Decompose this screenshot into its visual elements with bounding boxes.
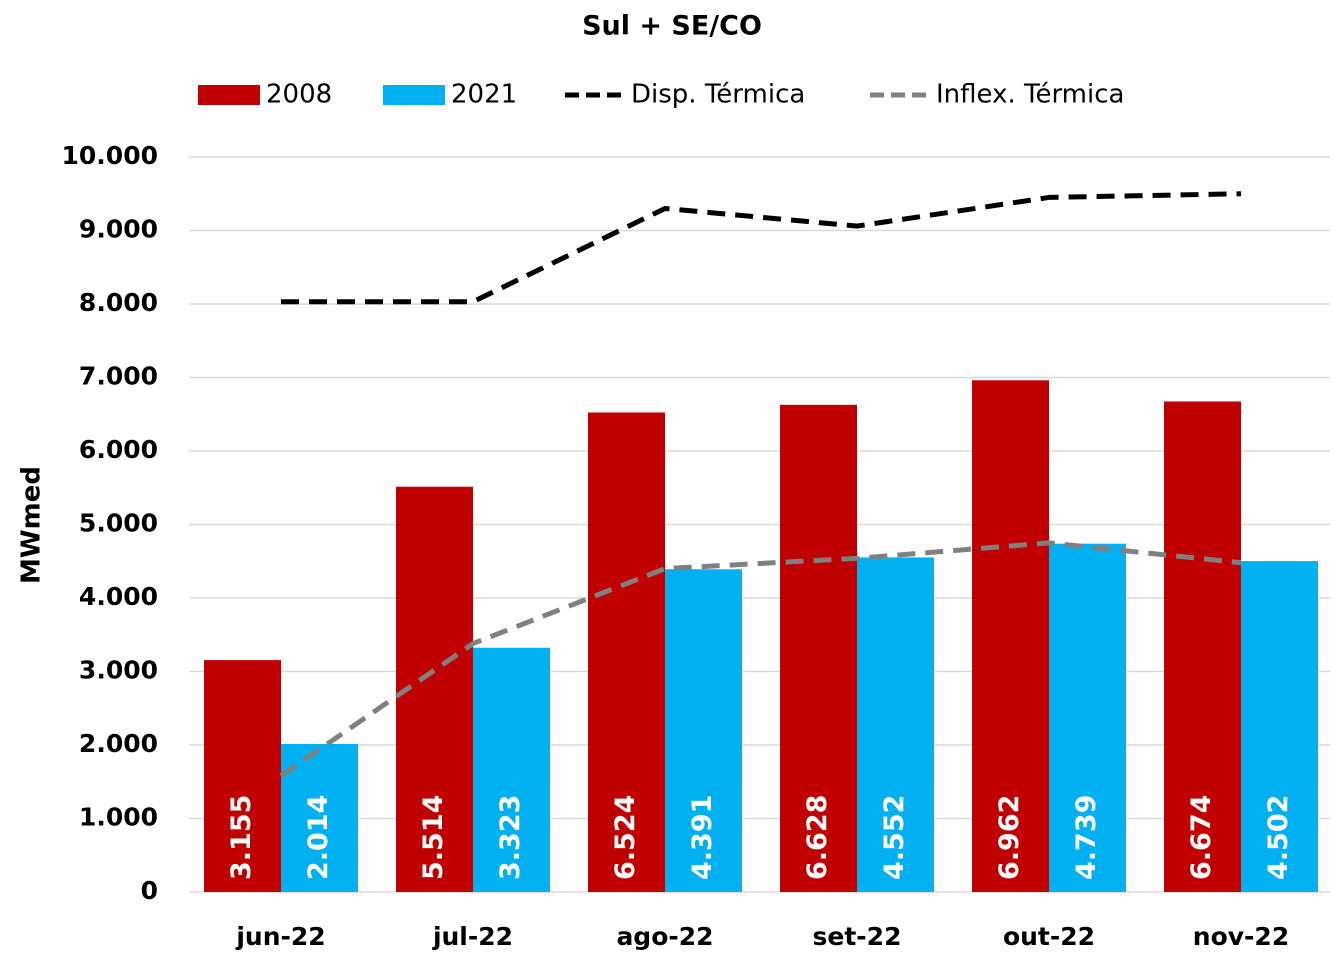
data-label: 4.391 [687,795,718,880]
data-label: 6.524 [610,795,641,880]
legend-label: 2021 [451,80,517,110]
data-label: 5.514 [418,795,449,880]
data-label: 2.014 [303,795,334,880]
y-tick-label: 9.000 [79,215,158,244]
bar [1164,401,1241,892]
data-label: 6.674 [1186,795,1217,880]
chart-title: Sul + SE/CO [582,11,762,42]
data-label: 6.628 [802,795,833,880]
y-tick-label: 0 [141,876,158,905]
y-tick-label: 5.000 [79,509,158,538]
legend-label: Inflex. Térmica [936,80,1124,110]
legend-label: Disp. Térmica [631,80,805,110]
line [281,191,1242,305]
y-tick-label: 7.000 [79,362,158,391]
data-label: 3.323 [495,795,526,880]
legend-label: 2008 [266,80,332,110]
x-tick-label: jul-22 [432,922,513,951]
bar [204,660,281,892]
y-tick-label: 2.000 [79,729,158,758]
legend-swatch [198,85,260,105]
bar [780,404,857,892]
x-tick-label: out-22 [1003,922,1095,951]
x-tick-label: set-22 [813,922,902,951]
data-label: 4.552 [879,795,910,880]
x-tick-label: nov-22 [1193,922,1289,951]
bar [1241,561,1318,892]
line [279,540,1242,778]
y-tick-label: 4.000 [79,582,158,611]
y-axis-label: MWmed [17,466,47,584]
data-label: 4.739 [1071,795,1102,880]
y-tick-label: 6.000 [79,435,158,464]
y-tick-label: 3.000 [79,656,158,685]
bar [857,557,934,892]
bar [588,412,665,892]
bar [1049,543,1126,892]
y-tick-label: 8.000 [79,288,158,317]
x-tick-label: jun-22 [235,922,325,951]
x-tick-label: ago-22 [616,922,713,951]
legend-swatch [383,85,445,105]
y-tick-label: 1.000 [79,803,158,832]
data-label: 3.155 [226,795,257,880]
data-label: 6.962 [994,795,1025,880]
bar [972,380,1049,892]
bar [473,647,550,892]
data-label: 4.502 [1263,795,1294,880]
bar [665,569,742,892]
y-tick-label: 10.000 [62,141,158,170]
